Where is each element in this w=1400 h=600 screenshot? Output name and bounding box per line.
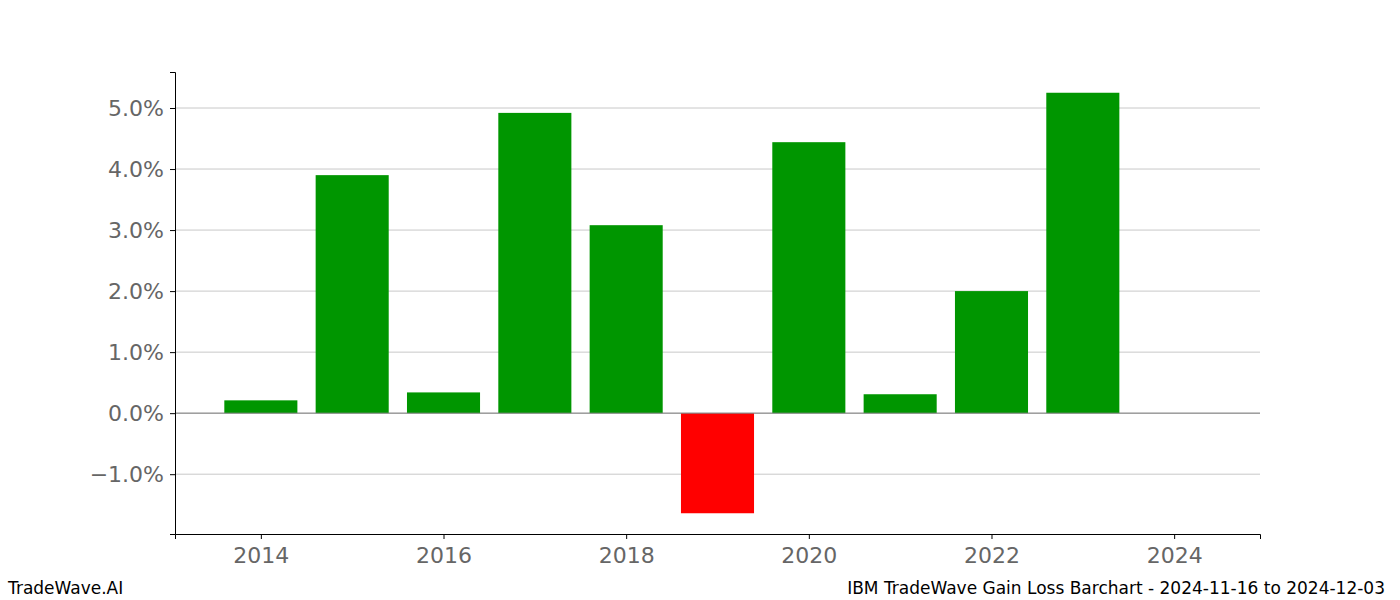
annotation: TradeWave.AI [7,578,123,598]
bar [498,113,571,413]
y-tick-mark [170,474,175,475]
bar [864,394,937,413]
x-tick-mark [444,534,445,539]
x-tick-label: 2016 [416,543,472,568]
y-tick-mark [170,413,175,414]
x-tick-mark [809,534,810,539]
x-tick: 2022 [964,534,1020,568]
x-tick-label: 2018 [599,543,655,568]
y-tick-mark [170,352,175,353]
y-tick: 2.0% [108,279,175,304]
y-tick-mark [170,108,175,109]
bar [316,175,389,413]
chart: −1.0%0.0%1.0%2.0%3.0%4.0%5.0%20142016201… [0,0,1400,600]
x-tick: 2018 [599,534,655,568]
y-tick-label: 0.0% [108,401,164,426]
bar [1046,93,1119,413]
bar [681,413,754,513]
bar [772,142,845,413]
bar [224,400,297,413]
y-tick-label: 1.0% [108,340,164,365]
y-tick: 4.0% [108,157,175,182]
baseline [175,413,1260,414]
x-tick-mark [991,534,992,539]
x-tick-mark [261,534,262,539]
y-tick: 0.0% [108,401,175,426]
x-tick-mark [626,534,627,539]
x-axis-line [176,535,1261,540]
x-tick: 2020 [781,534,837,568]
bar [407,392,480,413]
y-tick: 1.0% [108,340,175,365]
bar [590,225,663,413]
y-tick-label: 5.0% [108,96,164,121]
y-tick-label: 4.0% [108,157,164,182]
y-tick: −1.0% [90,462,175,487]
x-tick-label: 2014 [233,543,289,568]
y-tick: 3.0% [108,218,175,243]
bars [224,93,1119,513]
x-tick-label: 2020 [781,543,837,568]
y-axis-line [170,73,176,535]
x-tick: 2016 [416,534,472,568]
x-tick: 2024 [1147,534,1203,568]
y-tick-label: 3.0% [108,218,164,243]
x-tick-mark [1174,534,1175,539]
y-tick-mark [170,230,175,231]
bar [955,291,1028,413]
y-tick: 5.0% [108,96,175,121]
y-tick-mark [170,291,175,292]
y-axis: −1.0% 0.0% 1.0% 2.0% 3.0% 4.0% 5.0% [90,73,176,535]
x-tick-label: 2024 [1147,543,1203,568]
title: IBM TradeWave Gain Loss Barchart - 2024-… [847,578,1385,598]
y-tick-label: 2.0% [108,279,164,304]
y-tick-label: −1.0% [90,462,164,487]
y-tick-mark [170,169,175,170]
grid-line [175,413,1260,414]
x-tick: 2014 [233,534,289,568]
x-axis: 2014 2016 2018 2020 2022 2024 [176,534,1261,568]
x-tick-label: 2022 [964,543,1020,568]
